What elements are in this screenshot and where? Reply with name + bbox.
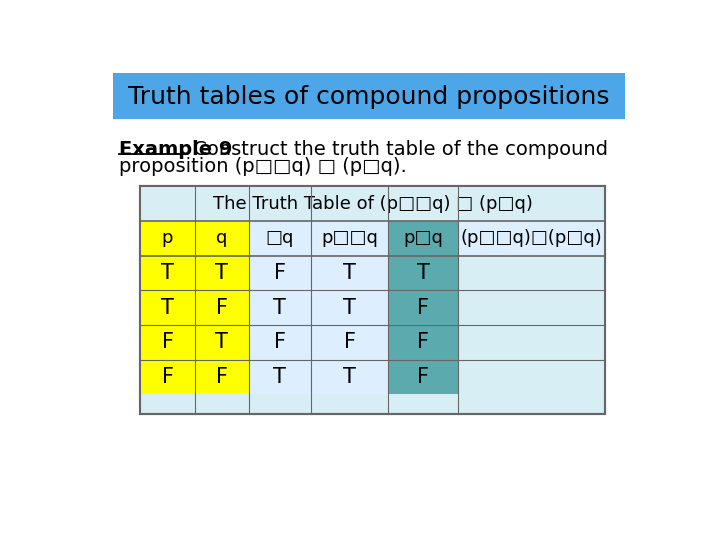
- Text: q: q: [216, 230, 228, 247]
- FancyBboxPatch shape: [140, 186, 606, 221]
- Text: F: F: [216, 298, 228, 318]
- FancyBboxPatch shape: [249, 256, 311, 291]
- FancyBboxPatch shape: [388, 221, 458, 256]
- Text: T: T: [343, 367, 356, 387]
- Text: T: T: [161, 263, 174, 283]
- Text: F: F: [274, 263, 286, 283]
- FancyBboxPatch shape: [140, 325, 194, 360]
- Text: p: p: [162, 230, 174, 247]
- Text: Construct the truth table of the compound: Construct the truth table of the compoun…: [187, 140, 608, 159]
- Text: T: T: [274, 367, 287, 387]
- Text: (p□□q)□(p□q): (p□□q)□(p□q): [461, 230, 603, 247]
- Text: □q: □q: [266, 230, 294, 247]
- FancyBboxPatch shape: [140, 291, 194, 325]
- FancyBboxPatch shape: [311, 256, 388, 291]
- FancyBboxPatch shape: [311, 291, 388, 325]
- FancyBboxPatch shape: [194, 256, 249, 291]
- FancyBboxPatch shape: [249, 325, 311, 360]
- FancyBboxPatch shape: [458, 291, 606, 325]
- Text: T: T: [343, 263, 356, 283]
- Text: F: F: [418, 298, 429, 318]
- FancyBboxPatch shape: [194, 221, 249, 256]
- Text: T: T: [417, 263, 430, 283]
- Text: F: F: [418, 367, 429, 387]
- Text: proposition (p□□q) □ (p□q).: proposition (p□□q) □ (p□q).: [120, 157, 408, 176]
- Text: T: T: [343, 298, 356, 318]
- Text: p□□q: p□□q: [321, 230, 378, 247]
- Text: F: F: [343, 333, 356, 353]
- Text: T: T: [161, 298, 174, 318]
- FancyBboxPatch shape: [194, 325, 249, 360]
- FancyBboxPatch shape: [140, 186, 606, 414]
- Text: The Truth Table of (p□□q) □ (p□q): The Truth Table of (p□□q) □ (p□q): [213, 195, 533, 213]
- FancyBboxPatch shape: [311, 360, 388, 394]
- Text: F: F: [161, 333, 174, 353]
- FancyBboxPatch shape: [140, 221, 194, 256]
- FancyBboxPatch shape: [458, 360, 606, 394]
- FancyBboxPatch shape: [388, 360, 458, 394]
- Text: F: F: [216, 367, 228, 387]
- FancyBboxPatch shape: [458, 221, 606, 256]
- FancyBboxPatch shape: [113, 72, 625, 119]
- FancyBboxPatch shape: [458, 256, 606, 291]
- FancyBboxPatch shape: [388, 256, 458, 291]
- Text: F: F: [418, 333, 429, 353]
- FancyBboxPatch shape: [458, 325, 606, 360]
- FancyBboxPatch shape: [249, 221, 311, 256]
- Text: T: T: [215, 263, 228, 283]
- Text: F: F: [274, 333, 286, 353]
- FancyBboxPatch shape: [140, 256, 194, 291]
- Text: p□q: p□q: [403, 230, 444, 247]
- FancyBboxPatch shape: [249, 360, 311, 394]
- FancyBboxPatch shape: [311, 221, 388, 256]
- FancyBboxPatch shape: [140, 360, 194, 394]
- Text: T: T: [215, 333, 228, 353]
- FancyBboxPatch shape: [388, 325, 458, 360]
- Text: F: F: [161, 367, 174, 387]
- FancyBboxPatch shape: [388, 291, 458, 325]
- Text: Example 9: Example 9: [120, 140, 233, 159]
- FancyBboxPatch shape: [249, 291, 311, 325]
- FancyBboxPatch shape: [194, 291, 249, 325]
- FancyBboxPatch shape: [194, 360, 249, 394]
- Text: Truth tables of compound propositions: Truth tables of compound propositions: [128, 85, 610, 109]
- Text: T: T: [274, 298, 287, 318]
- FancyBboxPatch shape: [311, 325, 388, 360]
